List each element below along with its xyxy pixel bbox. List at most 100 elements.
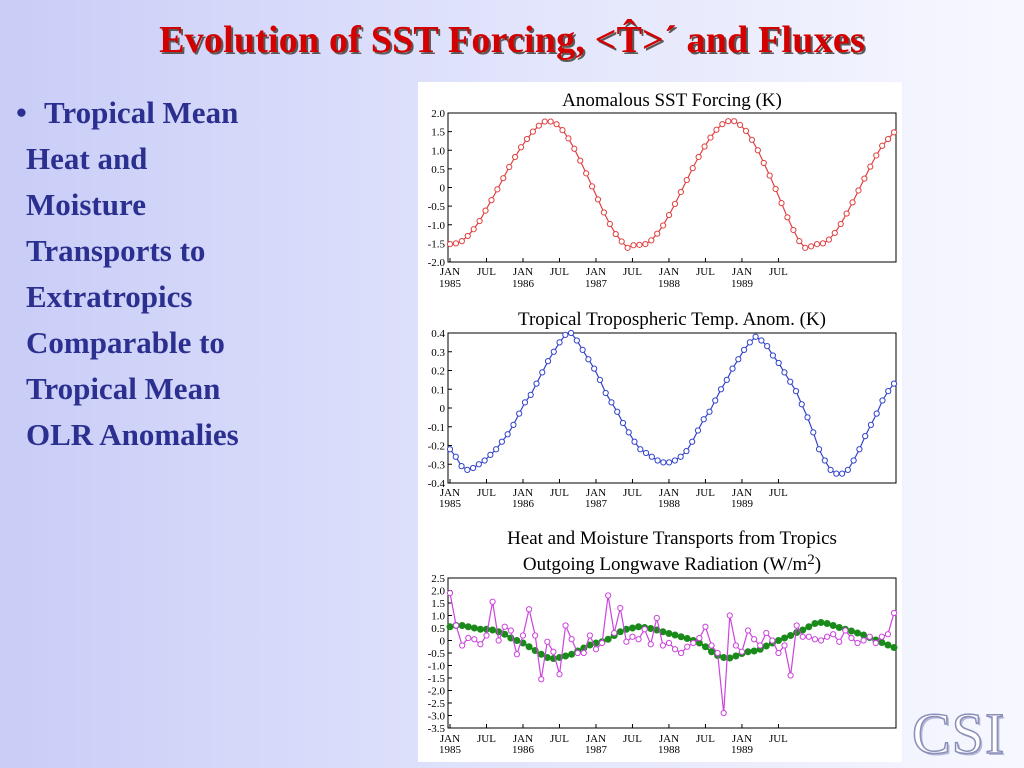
data-point [829, 622, 837, 629]
bullet-text: Tropical Mean Heat and Moisture Transpor… [26, 90, 326, 458]
data-point [625, 429, 632, 436]
data-point [720, 709, 727, 717]
data-point [799, 633, 806, 640]
data-point [823, 633, 831, 640]
data-point [849, 199, 856, 206]
data-point [525, 643, 533, 651]
data-point [579, 346, 586, 353]
data-point [758, 337, 765, 344]
data-point [867, 163, 874, 170]
x-tick-label: JAN [659, 487, 679, 499]
data-point [878, 633, 885, 640]
data-point [872, 639, 879, 647]
data-point [628, 624, 636, 632]
data-point [781, 634, 789, 642]
y-tick-label: 0 [440, 403, 446, 415]
x-tick-label-year: 1987 [585, 744, 608, 756]
data-point [600, 209, 608, 216]
y-tick-label: 0 [440, 183, 446, 195]
data-point [452, 240, 460, 247]
data-point [616, 628, 624, 636]
data-point [677, 453, 684, 460]
x-tick-label: JUL [477, 733, 496, 745]
data-point [746, 339, 753, 346]
data-point [562, 331, 569, 338]
data-point [507, 627, 514, 634]
data-point [810, 429, 817, 436]
data-point [660, 222, 667, 229]
data-point [459, 642, 466, 649]
data-point [568, 650, 576, 658]
data-point [471, 636, 478, 643]
data-point [493, 446, 500, 453]
data-point [671, 457, 678, 464]
data-point [666, 459, 673, 466]
data-point [787, 378, 794, 385]
data-point [890, 129, 898, 136]
data-point [823, 620, 831, 627]
data-point [805, 633, 812, 640]
data-point [817, 619, 825, 626]
data-point [775, 649, 782, 657]
bullet-line: Tropical Mean [44, 95, 239, 130]
y-tick-label: 1.0 [431, 145, 445, 157]
data-point [598, 639, 606, 647]
data-point [512, 153, 519, 161]
data-point [489, 598, 496, 605]
data-point [637, 446, 644, 453]
y-tick-label: 0.5 [431, 623, 445, 635]
data-point [866, 633, 873, 640]
data-point [556, 339, 563, 346]
x-tick-label-year: 1987 [585, 498, 608, 510]
data-point [890, 609, 898, 617]
x-tick-label: JUL [477, 487, 496, 499]
data-point [604, 635, 612, 643]
data-point [458, 238, 465, 245]
data-point [489, 626, 497, 634]
data-point [714, 649, 721, 657]
data-point [762, 642, 770, 650]
data-point [562, 622, 569, 629]
data-point [631, 438, 638, 445]
data-point [671, 200, 679, 207]
data-point [805, 623, 813, 631]
data-point [567, 329, 575, 337]
data-point [671, 631, 679, 639]
data-point [574, 649, 581, 657]
data-point [617, 604, 624, 612]
x-tick-label: JAN [440, 733, 460, 745]
data-point [827, 466, 834, 473]
x-tick-label: JAN [732, 266, 752, 278]
data-point [535, 122, 542, 129]
x-tick-label: JUL [623, 487, 642, 499]
data-point [723, 376, 730, 383]
data-point [562, 652, 570, 660]
data-point [843, 210, 850, 217]
data-point [659, 642, 666, 649]
data-point [476, 625, 484, 633]
bullet-line: Tropical Mean [26, 371, 221, 406]
data-point [787, 672, 794, 679]
bullet-line: Transports to [26, 233, 206, 268]
y-tick-label: -2.0 [428, 686, 446, 698]
data-point [636, 241, 643, 248]
data-point [614, 408, 621, 415]
y-tick-label: 2.0 [431, 108, 445, 120]
data-point [848, 634, 855, 642]
data-point [719, 121, 726, 128]
data-point [748, 136, 756, 143]
data-point [642, 241, 649, 248]
data-point [529, 128, 536, 135]
data-point [583, 170, 590, 177]
data-point [700, 416, 707, 423]
data-point [873, 152, 880, 159]
x-tick-label: JAN [732, 487, 752, 499]
data-point [708, 642, 715, 649]
data-point [694, 427, 702, 434]
data-point [790, 226, 797, 234]
data-point [446, 623, 454, 631]
data-point [856, 446, 863, 453]
data-point [510, 421, 517, 428]
x-tick-label: JAN [659, 733, 679, 745]
data-point [608, 399, 615, 406]
